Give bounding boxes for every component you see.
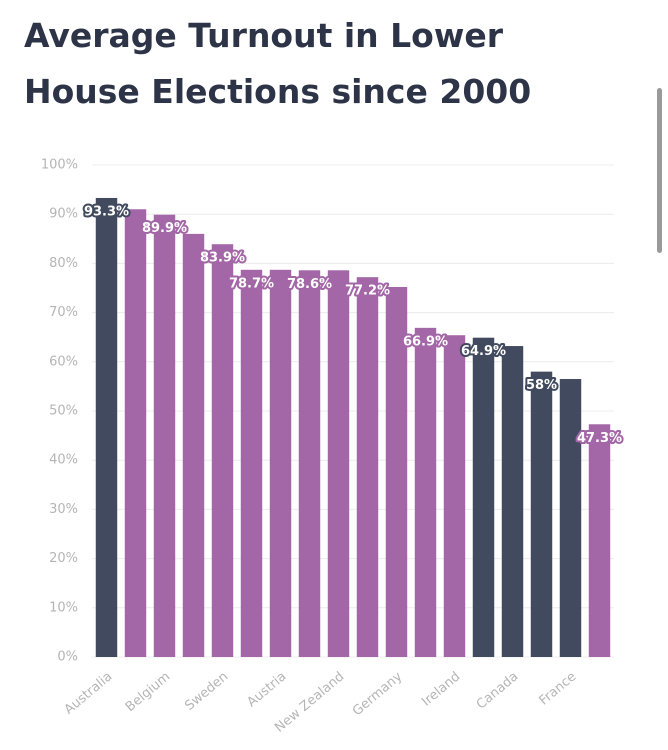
- bar: [356, 277, 379, 657]
- bar: [443, 335, 466, 657]
- data-label: 78.7%: [229, 276, 274, 291]
- bar: [414, 327, 437, 657]
- bar: [588, 424, 611, 657]
- y-tick-label: 70%: [49, 305, 78, 320]
- bar: [472, 337, 495, 657]
- bar: [153, 214, 176, 657]
- x-tick-label: Canada: [474, 669, 522, 712]
- bar: [559, 379, 582, 657]
- y-tick-label: 100%: [41, 158, 78, 173]
- bar: [298, 270, 321, 657]
- y-tick-label: 20%: [49, 551, 78, 566]
- bar: [124, 209, 147, 657]
- bar: [269, 269, 292, 657]
- y-tick-label: 40%: [49, 453, 78, 468]
- chart-title: Average Turnout in Lower House Elections…: [24, 16, 532, 111]
- data-label: 78.6%: [287, 277, 332, 292]
- y-tick-label: 10%: [49, 600, 78, 615]
- data-label: 47.3%: [577, 431, 622, 446]
- x-tick-label: Belgium: [123, 669, 173, 715]
- data-label: 64.9%: [461, 344, 506, 359]
- bar: [211, 244, 234, 657]
- x-tick-label: Sweden: [182, 669, 231, 714]
- bar: [327, 270, 350, 657]
- x-tick-label: Australia: [62, 669, 116, 717]
- data-label: 93.3%: [84, 204, 129, 219]
- data-label: 77.2%: [345, 284, 390, 299]
- y-tick-label: 30%: [49, 502, 78, 517]
- x-tick-label: France: [537, 669, 580, 708]
- bar: [95, 197, 118, 658]
- bar: [530, 371, 553, 657]
- data-label: 58%: [526, 378, 557, 393]
- bar: [240, 269, 263, 657]
- x-tick-label: Ireland: [419, 669, 463, 709]
- y-tick-label: 90%: [49, 207, 78, 222]
- y-tick-label: 50%: [49, 404, 78, 419]
- data-label: 83.9%: [200, 251, 245, 266]
- bar: [182, 233, 205, 657]
- x-tick-label: Germany: [350, 669, 406, 719]
- scrollbar: [657, 88, 662, 253]
- y-tick-label: 60%: [49, 354, 78, 369]
- bar: [501, 346, 524, 657]
- x-tick-label: Austria: [244, 669, 289, 710]
- data-label: 66.9%: [403, 334, 448, 349]
- data-label: 89.9%: [142, 221, 187, 236]
- y-tick-label: 0%: [57, 650, 78, 665]
- y-tick-label: 80%: [49, 256, 78, 271]
- bar: [385, 287, 408, 657]
